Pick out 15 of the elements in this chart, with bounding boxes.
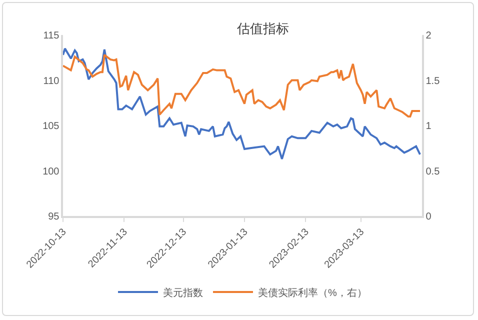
legend-label: 美债实际利率（%，右） [258, 286, 367, 299]
y-tick-label: 115 [43, 30, 60, 42]
y-tick-label: 95 [48, 212, 60, 222]
y2-tick-label: 1.5 [426, 76, 440, 87]
chart-title: 估值指标 [236, 21, 289, 36]
y2-tick-label: 0.5 [426, 166, 440, 178]
y2-tick-label: 2 [426, 30, 432, 42]
y-tick-label: 100 [42, 166, 60, 178]
line-series [63, 54, 422, 118]
y2-tick-label: 0 [426, 212, 432, 222]
y2-tick-label: 1 [426, 121, 432, 132]
legend-label: 美元指数 [163, 286, 203, 299]
y-tick-label: 105 [42, 121, 60, 132]
line-series [63, 48, 422, 160]
y-tick-label: 110 [43, 76, 60, 87]
